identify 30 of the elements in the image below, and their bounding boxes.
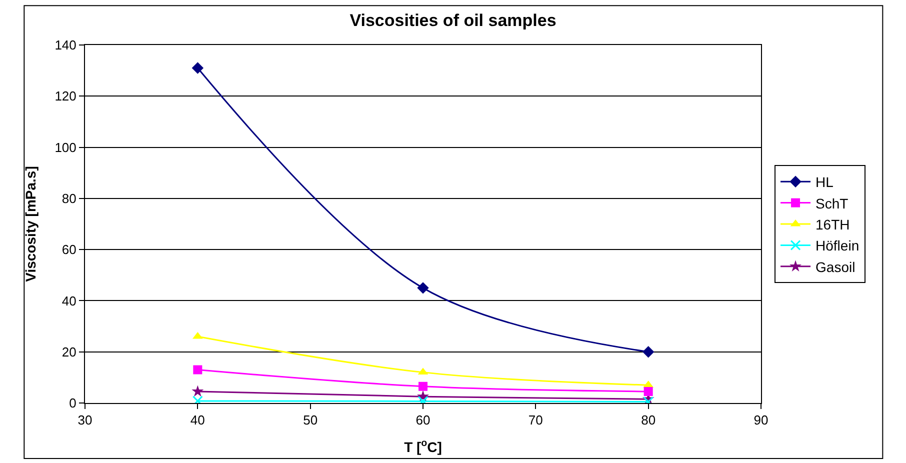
y-tick-label: 120	[54, 88, 76, 104]
x-tick-label: 30	[78, 412, 92, 428]
x-tick-label: 60	[416, 412, 430, 428]
chart-title: Viscosities of oil samples	[350, 10, 556, 30]
y-tick-label: 20	[62, 344, 76, 360]
x-tick-label: 70	[528, 412, 543, 428]
y-tick-label: 60	[62, 242, 76, 258]
legend-label: 16TH	[816, 216, 850, 232]
point	[642, 346, 654, 358]
x-tick-label: 50	[303, 412, 318, 428]
legend-label: HL	[816, 174, 834, 190]
y-axis-title: Viscosity [mPa.s]	[22, 166, 38, 282]
x-axis-title: T [$^{o}$C]	[404, 438, 442, 455]
point	[417, 282, 429, 294]
y-tick-label: 80	[62, 190, 76, 206]
x-tick-label: 90	[754, 412, 768, 428]
x-tick-label: 40	[190, 412, 205, 428]
y-tick-label: 100	[54, 140, 76, 155]
x-tick-label: 80	[641, 412, 656, 428]
point	[193, 365, 202, 374]
point	[192, 62, 204, 74]
point	[192, 385, 204, 397]
legend-label: Gasoil	[816, 258, 856, 275]
legend-label: Höflein	[816, 238, 860, 254]
point	[418, 382, 428, 391]
legend-label: SchT	[816, 195, 849, 212]
point	[644, 386, 653, 396]
y-tick-label: 140	[54, 38, 76, 53]
y-tick-label: 40	[62, 293, 76, 308]
y-tick-label: 0	[69, 396, 76, 411]
